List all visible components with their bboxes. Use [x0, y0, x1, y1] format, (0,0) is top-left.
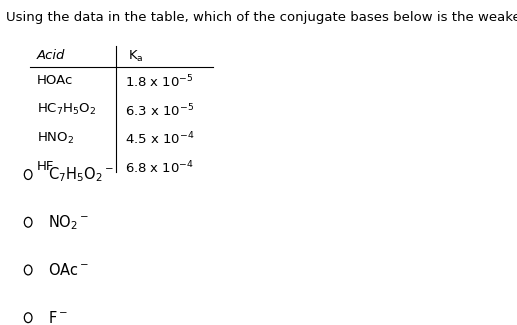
Text: HOAc: HOAc	[37, 74, 73, 87]
Text: NO$_2$$^-$: NO$_2$$^-$	[49, 213, 89, 232]
Text: 1.8 x 10$^{-5}$: 1.8 x 10$^{-5}$	[125, 74, 193, 90]
Text: 4.5 x 10$^{-4}$: 4.5 x 10$^{-4}$	[125, 131, 194, 148]
Text: OAc$^-$: OAc$^-$	[49, 262, 89, 278]
Text: Using the data in the table, which of the conjugate bases below is the weakest b: Using the data in the table, which of th…	[6, 11, 517, 24]
Text: HF: HF	[37, 160, 54, 173]
Text: K$_\mathrm{a}$: K$_\mathrm{a}$	[128, 49, 144, 64]
Text: Acid: Acid	[37, 49, 65, 62]
Text: HC$_7$H$_5$O$_2$: HC$_7$H$_5$O$_2$	[37, 102, 96, 117]
Text: C$_7$H$_5$O$_2$$^-$: C$_7$H$_5$O$_2$$^-$	[49, 165, 114, 184]
Text: F$^-$: F$^-$	[49, 310, 69, 325]
Text: 6.8 x 10$^{-4}$: 6.8 x 10$^{-4}$	[125, 160, 194, 176]
Text: 6.3 x 10$^{-5}$: 6.3 x 10$^{-5}$	[125, 102, 194, 119]
Text: HNO$_2$: HNO$_2$	[37, 131, 74, 146]
